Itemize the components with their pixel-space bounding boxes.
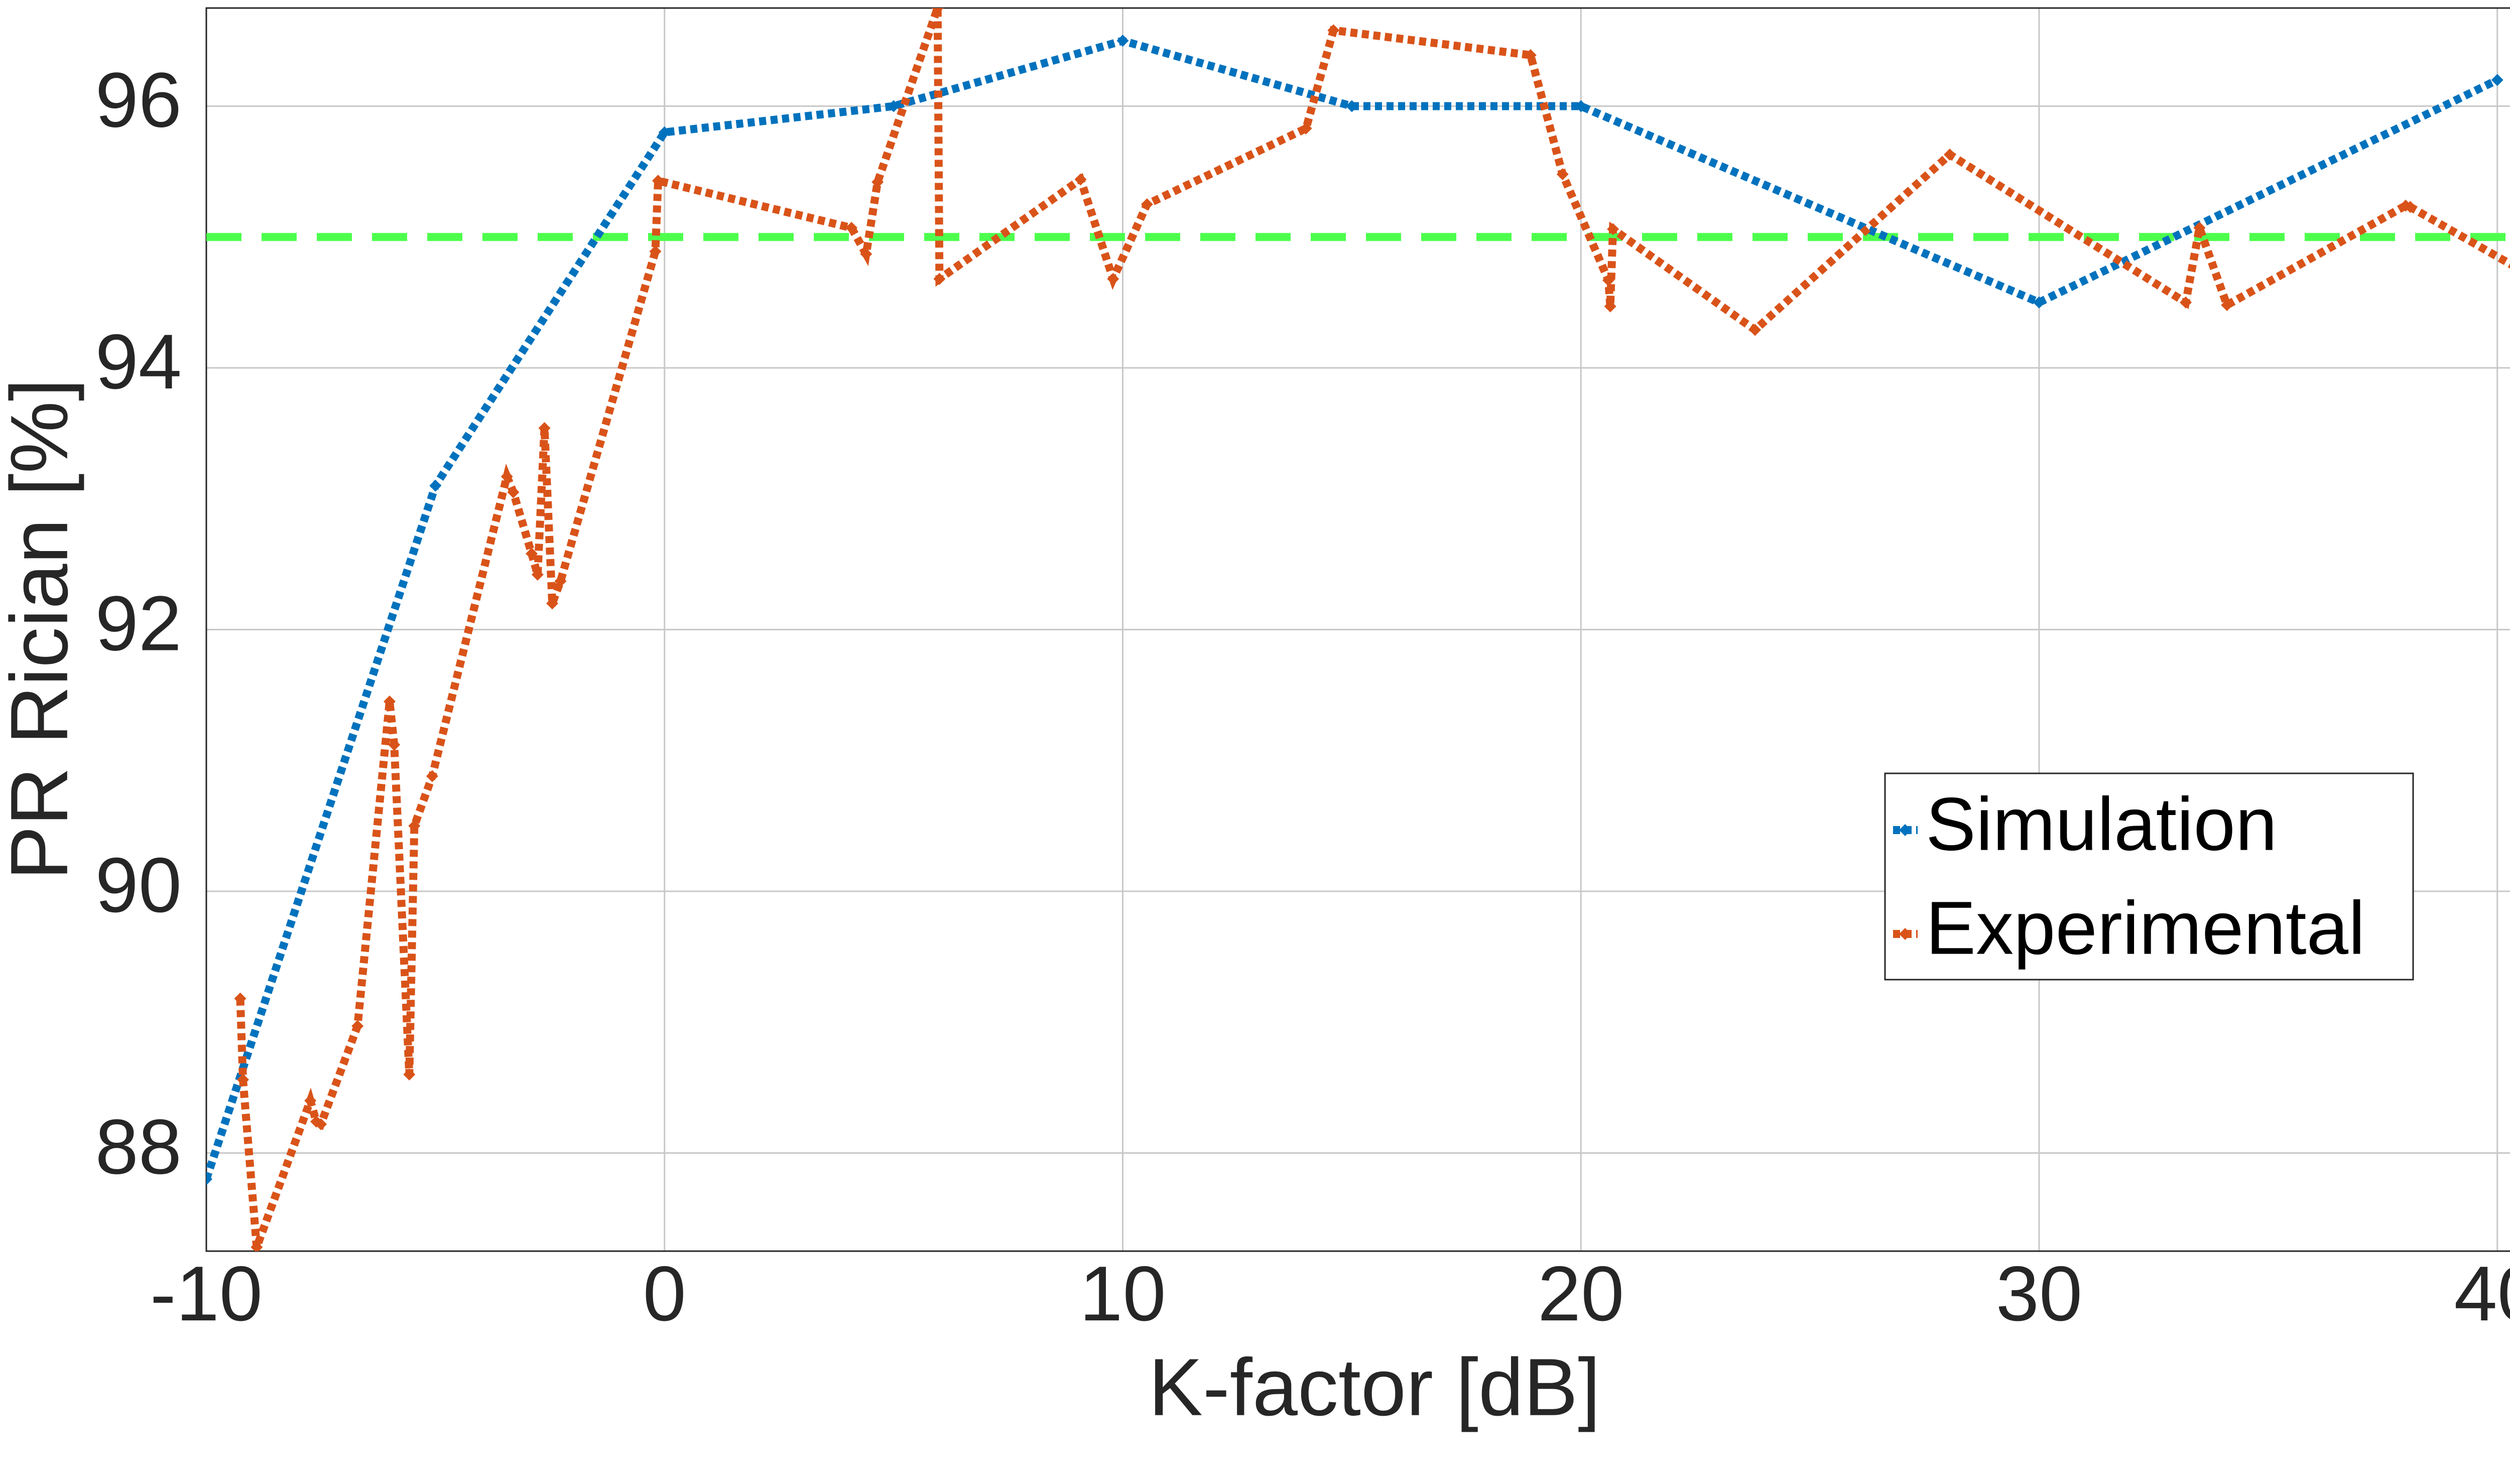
series-line [236,8,2510,1249]
point [2491,74,2503,86]
point [1943,149,1956,161]
y-tick-label: 88 [95,1103,182,1190]
legend-label: Experimental [1926,886,2365,970]
y-axis-label: PR Rician [%] [0,378,85,880]
point [931,8,944,14]
x-tick-label: 20 [1538,1250,1624,1337]
y-tick-label: 90 [95,842,182,928]
point [384,695,396,708]
point [933,273,946,285]
legend-marker [1899,824,1911,836]
point [237,1073,249,1086]
y-tick-label: 92 [95,580,182,666]
point [526,548,538,560]
point [1607,223,1619,235]
x-tick-label: 0 [643,1250,686,1337]
point [1749,324,1762,336]
axes-box [205,7,2510,1252]
point [429,479,442,492]
point [2033,296,2045,309]
x-tick-label: 30 [1996,1250,2082,1337]
y-tick-label: 94 [95,318,182,405]
point [649,245,662,257]
point [1575,100,1587,112]
point [2193,222,2206,234]
legend-label: Simulation [1926,782,2277,866]
point [1524,49,1537,61]
point [531,568,544,581]
point [538,422,551,434]
point [315,1118,327,1131]
x-tick-label: 40 [2454,1250,2510,1337]
point [234,992,246,1005]
point [658,126,671,139]
point [2404,201,2417,213]
plot-content [206,8,2510,1251]
point [845,222,858,234]
point [304,1095,317,1107]
point [652,175,664,187]
point [250,1241,263,1251]
point [1604,300,1616,313]
point [500,470,513,483]
point [1602,274,1614,287]
point [1327,24,1340,37]
x-axis-label: K-factor [dB] [1149,1342,1600,1433]
point [388,738,401,751]
point [1556,168,1569,181]
point [871,176,884,188]
point [554,575,567,588]
point [1345,100,1358,112]
legend-box [1884,772,2414,981]
point [351,1020,364,1032]
point [1116,35,1129,47]
point [2180,296,2192,309]
point [426,770,438,782]
y-tick-label: 96 [95,56,182,143]
legend: Simulation Experimental [1884,772,2414,981]
point [1107,273,1119,285]
point [888,100,900,112]
point [206,1173,212,1185]
x-tick-label: 10 [1079,1250,1166,1337]
point [1141,198,1153,211]
legend-marker [1899,928,1911,940]
point [1300,122,1312,134]
point [546,597,559,610]
point [403,1068,416,1081]
point [408,820,421,832]
point [1074,173,1087,186]
x-tick-label: -10 [150,1250,263,1337]
point [507,486,520,498]
point [860,248,872,260]
point [2221,299,2233,311]
